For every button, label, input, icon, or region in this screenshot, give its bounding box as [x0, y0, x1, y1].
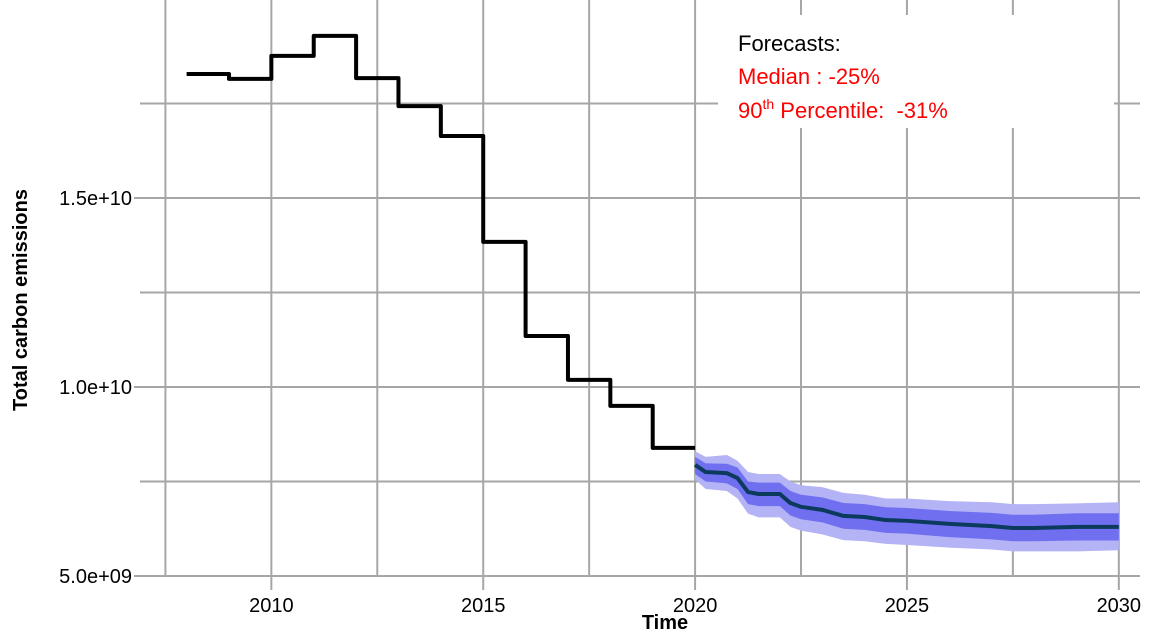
y-tick-label: 5.0e+09 — [59, 566, 132, 588]
plot-marks — [186, 33, 1119, 552]
line-series — [186, 33, 696, 450]
annotation-heading: Forecasts: — [738, 31, 841, 56]
x-tick-label: 2020 — [673, 595, 718, 617]
percentile-number: 90 — [738, 98, 762, 123]
x-axis-label: Time — [642, 612, 688, 634]
annotation-box — [718, 15, 1114, 128]
y-axis-label: Total carbon emissions — [10, 189, 32, 411]
line-series — [693, 463, 1119, 530]
y-tick-label: 1.0e+10 — [59, 377, 132, 399]
percentile-suffix: th — [762, 96, 774, 112]
annotation-median: Median : -25% — [738, 64, 880, 89]
percentile-text: Percentile: -31% — [774, 98, 948, 123]
x-tick-label: 2010 — [249, 595, 294, 617]
annotation-percentile: 90th Percentile: -31% — [738, 96, 948, 123]
y-tick-label: 1.5e+10 — [59, 188, 132, 210]
x-tick-label: 2015 — [461, 595, 506, 617]
x-tick-label: 2025 — [885, 595, 930, 617]
forecast-band — [695, 456, 1119, 542]
x-tick-label: 2030 — [1097, 595, 1142, 617]
